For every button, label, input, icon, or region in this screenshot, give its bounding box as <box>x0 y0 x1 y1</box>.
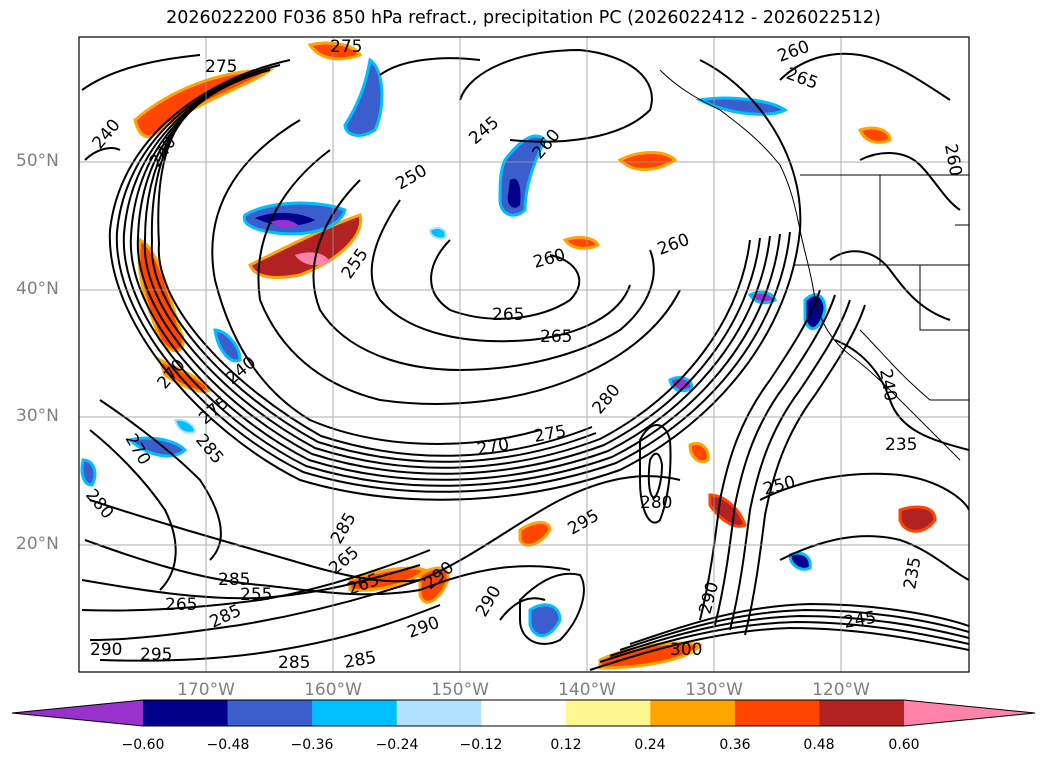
lon-label: 150°W <box>431 680 489 700</box>
precip-blob <box>695 96 788 116</box>
contour-label: 285 <box>218 570 250 590</box>
colorbar-swatch <box>143 700 229 726</box>
precip-blob <box>518 521 552 547</box>
precip-blob <box>348 566 428 592</box>
lon-label: 130°W <box>685 680 743 700</box>
contour-label: 265 <box>540 327 572 347</box>
lon-label: 170°W <box>177 680 235 700</box>
map-canvas: 275 240 240 245 260 260 265 250 255 260 … <box>78 36 970 673</box>
precip-blob <box>857 126 892 144</box>
colorbar-swatch <box>565 700 651 726</box>
contour-label: 265 <box>165 595 197 615</box>
colorbar-swatch <box>904 700 1035 726</box>
colorbar-swatch <box>819 700 905 726</box>
coastlines <box>659 69 969 461</box>
colorbar-tick: 0.24 <box>634 737 666 753</box>
colorbar-swatch <box>396 700 482 726</box>
lat-label: 30°N <box>16 406 59 426</box>
colorbar-tick: −0.36 <box>290 737 334 753</box>
lat-label: 20°N <box>16 534 59 554</box>
precip-blob <box>898 505 937 533</box>
colorbar-swatch <box>12 700 143 726</box>
precip-blob <box>307 41 363 61</box>
colorbar-tick: −0.12 <box>459 737 503 753</box>
precip-blob <box>688 442 710 464</box>
precip-blob <box>428 227 447 240</box>
colorbar-swatch <box>312 700 398 726</box>
colorbar-outline <box>11 699 1036 727</box>
precip-blob <box>788 551 812 571</box>
colorbar-tick: −0.60 <box>121 737 165 753</box>
lat-label: 50°N <box>16 151 59 171</box>
contour-label: 285 <box>278 653 310 673</box>
contour-label: 290 <box>90 640 122 660</box>
colorbar-swatch <box>481 700 567 726</box>
colorbar-tick: 0.48 <box>803 737 835 753</box>
map-title: 2026022200 F036 850 hPa refract., precip… <box>166 8 881 28</box>
contour-label: 280 <box>640 493 672 513</box>
contour-label: 265 <box>492 305 524 325</box>
colorbar-tick: −0.48 <box>206 737 250 753</box>
contour-label: 255 <box>240 585 272 605</box>
lon-label: 140°W <box>558 680 616 700</box>
colorbar-tick: −0.24 <box>375 737 419 753</box>
colorbar-swatch <box>227 700 313 726</box>
precip-blob <box>295 252 330 266</box>
precip-blob <box>213 328 242 363</box>
refractivity-contours <box>81 48 969 671</box>
precip-blob <box>507 178 521 208</box>
colorbar-tick: 0.36 <box>719 737 751 753</box>
graticule <box>79 37 969 672</box>
precip-blob <box>343 57 384 137</box>
colorbar-tick: 0.60 <box>888 737 920 753</box>
precip-blob <box>173 418 197 434</box>
contour-label: 275 <box>205 57 237 77</box>
lon-label: 120°W <box>812 680 870 700</box>
colorbar-tick: 0.12 <box>550 737 582 753</box>
precip-blob <box>270 219 298 228</box>
colorbar <box>11 699 1036 727</box>
colorbar-swatch <box>734 700 820 726</box>
precip-blob <box>80 458 97 487</box>
precip-blob <box>528 603 562 638</box>
contour-label: 295 <box>140 645 172 665</box>
map-background <box>79 37 969 672</box>
contour-label: 300 <box>670 640 702 660</box>
lon-label: 160°W <box>304 680 362 700</box>
precip-blob <box>617 151 678 171</box>
colorbar-swatch <box>650 700 736 726</box>
contour-label: 235 <box>885 435 917 455</box>
precip-blob <box>562 236 600 250</box>
map-frame <box>78 36 970 673</box>
precip-blob <box>126 436 188 458</box>
contour-label: 275 <box>330 37 362 57</box>
lat-label: 40°N <box>16 279 59 299</box>
